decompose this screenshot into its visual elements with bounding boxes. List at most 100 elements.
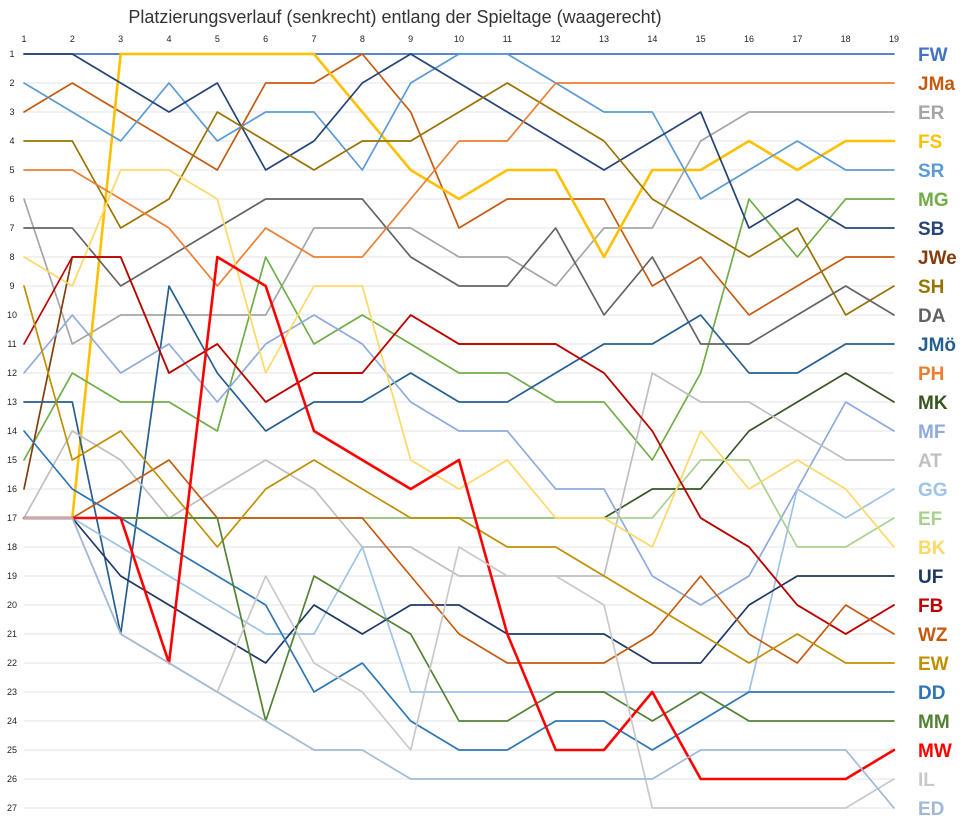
legend-entry-uf: UF xyxy=(918,567,943,588)
y-tick-label: 23 xyxy=(7,687,17,697)
x-tick-label: 13 xyxy=(599,34,609,44)
y-tick-label: 9 xyxy=(9,281,14,291)
x-tick-label: 1 xyxy=(21,34,26,44)
x-tick-label: 3 xyxy=(118,34,123,44)
y-tick-label: 13 xyxy=(7,397,17,407)
series-line-wz xyxy=(23,459,895,664)
legend-entry-jmö: JMö xyxy=(918,335,956,356)
series-line-mg xyxy=(23,198,895,461)
y-tick-label: 10 xyxy=(7,310,17,320)
y-tick-label: 11 xyxy=(7,339,16,349)
legend-entry-at: AT xyxy=(918,451,942,472)
series-line-mm xyxy=(23,517,895,722)
series-line-fb xyxy=(23,256,895,635)
y-tick-label: 27 xyxy=(7,803,17,813)
legend-entry-da: DA xyxy=(918,306,946,327)
x-tick-label: 7 xyxy=(311,34,316,44)
legend-entry-mg: MG xyxy=(918,190,949,211)
legend-entry-ew: EW xyxy=(918,654,949,675)
series-line-ef xyxy=(23,459,895,548)
legend-entry-bk: BK xyxy=(918,538,946,559)
y-tick-label: 17 xyxy=(7,513,17,523)
y-tick-label: 15 xyxy=(7,455,17,465)
x-tick-label: 19 xyxy=(889,34,899,44)
series-line-jwe xyxy=(23,256,895,635)
legend-entry-jma: JMa xyxy=(918,74,955,95)
series-line-sr xyxy=(23,53,895,200)
x-tick-label: 11 xyxy=(503,34,512,44)
x-tick-label: 6 xyxy=(263,34,268,44)
series-line-sh xyxy=(23,82,895,316)
series-line-da xyxy=(23,198,895,345)
x-tick-label: 10 xyxy=(454,34,464,44)
series-line-bk xyxy=(23,169,895,548)
series-line-ew xyxy=(23,285,895,664)
legend: FW JMa ER FS SR MG SB JWe SH DA JMö PH MK MF AT GG EF BK U… xyxy=(918,45,957,820)
legend-entry-dd: DD xyxy=(918,683,945,704)
y-tick-label: 25 xyxy=(7,745,17,755)
y-tick-label: 18 xyxy=(7,542,17,552)
legend-entry-ed: ED xyxy=(918,799,944,820)
y-tick-label: 8 xyxy=(9,252,14,262)
x-tick-label: 18 xyxy=(841,34,851,44)
series-line-fs xyxy=(22,52,896,520)
y-tick-label: 19 xyxy=(7,571,17,581)
legend-entry-ph: PH xyxy=(918,364,944,385)
x-tick-label: 17 xyxy=(792,34,802,44)
series-line-gg xyxy=(23,488,895,693)
legend-entry-fb: FB xyxy=(918,596,943,617)
series-line-jma xyxy=(23,53,895,316)
series-lines xyxy=(22,52,896,809)
x-tick-label: 14 xyxy=(647,34,657,44)
series-line-er xyxy=(23,111,895,345)
x-tick-label: 12 xyxy=(551,34,561,44)
legend-entry-il: IL xyxy=(918,770,935,791)
legend-entry-mk: MK xyxy=(918,393,948,414)
legend-entry-mw: MW xyxy=(918,741,952,762)
y-tick-label: 20 xyxy=(7,600,17,610)
x-tick-label: 16 xyxy=(744,34,754,44)
y-tick-label: 2 xyxy=(9,78,14,88)
legend-entry-fw: FW xyxy=(918,45,948,66)
series-line-ed xyxy=(23,517,895,809)
y-tick-label: 22 xyxy=(7,658,17,668)
y-tick-label: 21 xyxy=(7,629,17,639)
y-tick-label: 14 xyxy=(7,426,17,436)
y-axis-tick-labels: 1234567891011121314151617181920212223242… xyxy=(7,49,17,813)
y-tick-label: 1 xyxy=(9,49,14,59)
legend-entry-er: ER xyxy=(918,103,945,124)
x-tick-label: 2 xyxy=(70,34,75,44)
x-tick-label: 15 xyxy=(696,34,706,44)
legend-entry-fs: FS xyxy=(918,132,942,153)
series-line-at xyxy=(23,372,895,577)
x-axis-tick-labels: 1 2 3 4 5 6 7 8 9 10 11 12 13 14 15 16 17 18 19 xyxy=(21,34,899,44)
legend-entry-sb: SB xyxy=(918,219,944,240)
legend-entry-ef: EF xyxy=(918,509,942,530)
series-line-jmö xyxy=(23,285,895,635)
chart-title: Platzierungsverlauf (senkrecht) entlang … xyxy=(128,7,661,27)
x-tick-label: 9 xyxy=(408,34,413,44)
x-tick-label: 4 xyxy=(166,34,171,44)
legend-entry-wz: WZ xyxy=(918,625,948,646)
series-line-dd xyxy=(23,430,895,751)
series-line-ph xyxy=(23,82,895,287)
y-tick-label: 4 xyxy=(9,136,14,146)
y-tick-label: 5 xyxy=(9,165,14,175)
series-line-sb xyxy=(23,53,895,229)
y-tick-label: 6 xyxy=(9,194,14,204)
y-tick-label: 7 xyxy=(9,223,14,233)
x-tick-label: 8 xyxy=(360,34,365,44)
series-line-uf xyxy=(23,517,895,664)
legend-entry-sh: SH xyxy=(918,277,944,298)
series-line-mf xyxy=(23,314,895,606)
y-tick-label: 24 xyxy=(7,716,17,726)
legend-entry-sr: SR xyxy=(918,161,945,182)
y-tick-label: 12 xyxy=(7,368,17,378)
y-tick-label: 16 xyxy=(7,484,17,494)
y-tick-label: 26 xyxy=(7,774,17,784)
legend-entry-mm: MM xyxy=(918,712,950,733)
legend-entry-mf: MF xyxy=(918,422,945,443)
y-tick-label: 3 xyxy=(9,107,14,117)
x-tick-label: 5 xyxy=(215,34,220,44)
